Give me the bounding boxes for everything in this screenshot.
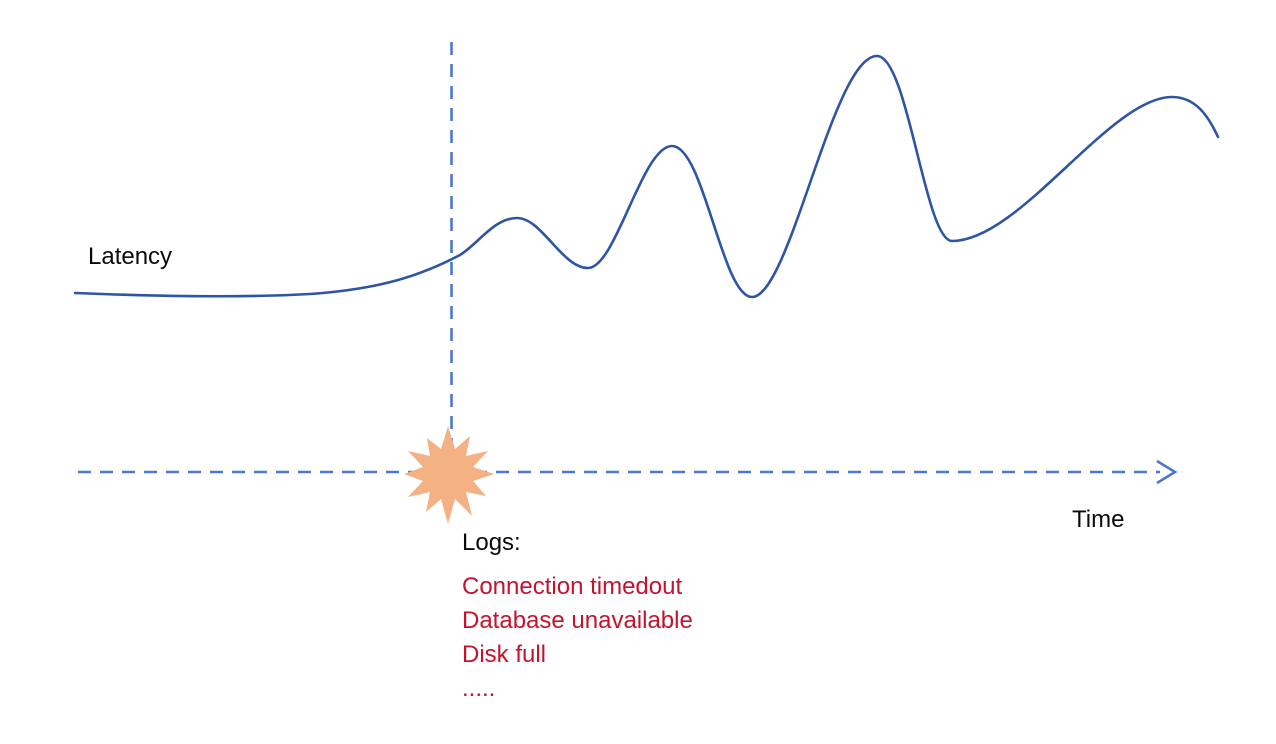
latency-axis-label: Latency bbox=[88, 243, 173, 270]
log-entry: Database unavailable bbox=[462, 607, 693, 634]
axis-arrowhead-icon bbox=[1156, 459, 1178, 485]
log-entry: Disk full bbox=[462, 641, 547, 668]
logs-title: Logs: bbox=[462, 529, 521, 556]
log-entry: Connection timedout bbox=[462, 573, 683, 600]
time-axis-label: Time bbox=[1072, 506, 1125, 533]
log-entry: ..... bbox=[462, 675, 496, 702]
incident-burst-icon bbox=[404, 426, 494, 524]
latency-curve-line bbox=[73, 54, 1220, 299]
log-entries-list: Connection timedout Database unavailable… bbox=[462, 570, 693, 706]
